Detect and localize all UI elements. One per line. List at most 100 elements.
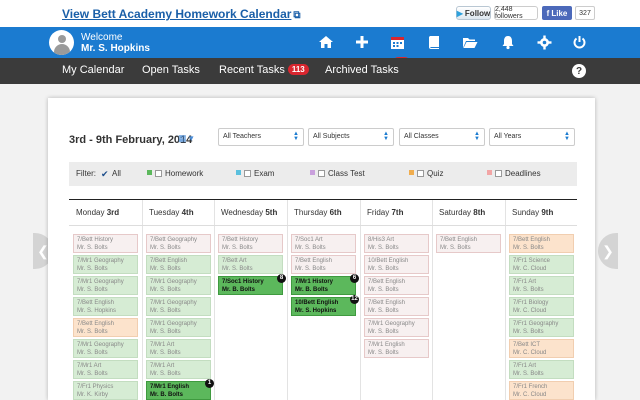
calendar-event[interactable]: 7/Bett Geography Mr. S. Bolts: [146, 234, 211, 253]
gear-icon[interactable]: [534, 32, 554, 52]
avatar[interactable]: [49, 30, 74, 55]
event-teacher: Mr. S. Bolts: [77, 350, 108, 356]
filter-quiz[interactable]: Quiz: [409, 169, 443, 178]
calendar-event[interactable]: 7/Mr1 Art Mr. S. Bolts: [146, 360, 211, 379]
calendar-event[interactable]: 10/Bett English Mr. S. Bolts: [364, 255, 429, 274]
event-teacher: Mr. S. Bolts: [150, 245, 181, 251]
twitter-bird-icon: ▶: [456, 8, 463, 18]
event-title: 7/Bett History: [77, 237, 114, 243]
filter-exam[interactable]: Exam: [236, 169, 274, 178]
nav-recent-tasks[interactable]: Recent Tasks 113: [219, 64, 309, 76]
nav-open-tasks[interactable]: Open Tasks: [142, 64, 200, 76]
calendar-event[interactable]: 7/Bett History Mr. S. Bolts: [73, 234, 138, 253]
calendar-event[interactable]: 7/Mr1 Geography Mr. S. Bolts: [146, 297, 211, 316]
calendar-event[interactable]: 7/Mr1 Geography Mr. S. Bolts: [73, 339, 138, 358]
add-icon[interactable]: [352, 32, 372, 52]
date-picker-icon[interactable]: ▦ ▾: [178, 133, 194, 143]
filter-checkbox[interactable]: ✔: [101, 169, 109, 179]
teacher-select[interactable]: All Teachers ▲ ▼: [218, 128, 304, 146]
folder-icon[interactable]: [460, 32, 480, 52]
calendar-event[interactable]: 10/Bett English Mr. S. Hopkins 12: [291, 295, 359, 316]
event-title: 7/Bett English: [440, 237, 478, 243]
calendar-event[interactable]: 7/Mr1 Geography Mr. S. Bolts: [73, 276, 138, 295]
event-title: 7/Bett English: [368, 300, 406, 306]
calendar-panel: 3rd - 9th February, 2014 ▦ ▾ All Teacher…: [48, 98, 595, 400]
user-name: Mr. S. Hopkins: [81, 43, 150, 54]
calendar-event[interactable]: 7/Mr1 Geography Mr. S. Bolts: [146, 318, 211, 337]
day-column-divider: [287, 200, 288, 400]
calendar-event[interactable]: 7/Mr1 English Mr. S. Bolts: [364, 339, 429, 358]
filter-checkbox[interactable]: [417, 170, 424, 177]
event-teacher: Mr. S. Bolts: [222, 245, 253, 251]
calendar-event[interactable]: 7/Bett English Mr. S. Bolts: [364, 276, 429, 295]
facebook-like-label: Like: [551, 8, 568, 18]
event-title: 10/Bett English: [295, 300, 339, 306]
event-teacher: Mr. S. Bolts: [77, 287, 108, 293]
calendar-event[interactable]: 7/Mr1 Geography Mr. S. Bolts: [146, 276, 211, 295]
calendar-event[interactable]: 7/Fr1 Art Mr. S. Bolts: [509, 360, 574, 379]
calendar-event[interactable]: 7/Mr1 History Mr. B. Bolts 6: [291, 274, 359, 295]
event-title: 7/Bett English: [77, 321, 115, 327]
calendar-event[interactable]: 7/Fr1 Biology Mr. C. Cloud: [509, 297, 574, 316]
book-icon[interactable]: [424, 32, 444, 52]
welcome-label: Welcome: [81, 32, 123, 43]
calendar-event[interactable]: 7/Bett English Mr. S. Hopkins: [73, 297, 138, 316]
homework-calendar-link-label: View Bett Academy Homework Calendar: [62, 7, 292, 21]
day-column-divider: [505, 200, 506, 400]
help-icon[interactable]: ?: [572, 64, 586, 78]
bell-icon[interactable]: [498, 32, 518, 52]
nav-my-calendar[interactable]: My Calendar: [62, 64, 125, 76]
subject-select[interactable]: All Subjects ▲ ▼: [308, 128, 394, 146]
calendar-event[interactable]: 7/Fr1 Geography Mr. S. Bolts: [509, 318, 574, 337]
calendar-event[interactable]: 7/Bett English Mr. S. Bolts: [291, 255, 356, 274]
calendar-badge-icon[interactable]: [387, 32, 407, 52]
home-icon[interactable]: [316, 32, 336, 52]
day-header-friday: Friday 7th: [367, 208, 403, 217]
calendar-event[interactable]: 7/Bett History Mr. S. Bolts: [218, 234, 283, 253]
filter-homework[interactable]: Homework: [147, 169, 203, 178]
year-select[interactable]: All Years ▲ ▼: [489, 128, 575, 146]
twitter-follow-button[interactable]: ▶ Follow: [456, 6, 491, 20]
calendar-event[interactable]: 7/Mr1 Geography Mr. S. Bolts: [364, 318, 429, 337]
next-week-arrow[interactable]: ❯: [598, 233, 618, 269]
calendar-event[interactable]: 7/Fr1 French Mr. C. Cloud: [509, 381, 574, 400]
filter-all[interactable]: ✔ All: [101, 169, 121, 179]
calendar-event[interactable]: 7/Bett English Mr. S. Bolts: [146, 255, 211, 274]
calendar-event[interactable]: 7/Bett ICT Mr. C. Cloud: [509, 339, 574, 358]
day-date: 9th: [541, 208, 554, 217]
calendar-event[interactable]: 7/Soc1 History Mr. B. Bolts 8: [218, 274, 286, 295]
event-teacher: Mr. S. Bolts: [513, 329, 544, 335]
filter-checkbox[interactable]: [155, 170, 162, 177]
calendar-event[interactable]: 7/Fr1 Physics Mr. K. Kirby: [73, 381, 138, 400]
calendar-event[interactable]: 7/Fr1 Art Mr. S. Bolts: [509, 276, 574, 295]
filter-deadlines[interactable]: Deadlines: [487, 169, 541, 178]
filter-checkbox[interactable]: [495, 170, 502, 177]
calendar-event[interactable]: 7/Bett English Mr. S. Bolts: [73, 318, 138, 337]
calendar-event[interactable]: 7/Soc1 Art Mr. S. Bolts: [291, 234, 356, 253]
filter-label-text: Homework: [165, 169, 204, 178]
calendar-event[interactable]: 7/Mr1 Art Mr. S. Bolts: [73, 360, 138, 379]
calendar-event[interactable]: 7/Bett English Mr. S. Bolts: [436, 234, 501, 253]
filter-checkbox[interactable]: [318, 170, 325, 177]
filter-color-swatch: [310, 170, 315, 175]
event-teacher: Mr. S. Bolts: [440, 245, 471, 251]
class-select[interactable]: All Classes ▲ ▼: [399, 128, 485, 146]
calendar-event[interactable]: 7/Bett Art Mr. S. Bolts: [218, 255, 283, 274]
event-teacher: Mr. S. Bolts: [513, 287, 544, 293]
facebook-like-button[interactable]: f Like: [542, 6, 572, 20]
nav-archived-tasks[interactable]: Archived Tasks: [325, 64, 399, 76]
calendar-event[interactable]: 8/His3 Art Mr. S. Bolts: [364, 234, 429, 253]
power-icon[interactable]: [569, 32, 589, 52]
filter-class-test[interactable]: Class Test: [310, 169, 365, 178]
calendar-event[interactable]: 7/Mr1 Geography Mr. S. Bolts: [73, 255, 138, 274]
calendar-event[interactable]: 7/Bett English Mr. S. Bolts: [364, 297, 429, 316]
class-select-value: All Classes: [404, 133, 439, 140]
filter-label-text: All: [112, 169, 121, 178]
homework-calendar-link[interactable]: View Bett Academy Homework Calendar ⧉: [62, 7, 301, 21]
calendar-event[interactable]: 7/Mr1 Art Mr. S. Bolts: [146, 339, 211, 358]
calendar-event[interactable]: 7/Bett English Mr. S. Bolts: [509, 234, 574, 253]
calendar-event[interactable]: 7/Mr1 English Mr. B. Bolts 1: [146, 379, 214, 400]
calendar-event[interactable]: 7/Fr1 Science Mr. C. Cloud: [509, 255, 574, 274]
event-title: 7/Fr1 Science: [513, 258, 551, 264]
filter-checkbox[interactable]: [244, 170, 251, 177]
